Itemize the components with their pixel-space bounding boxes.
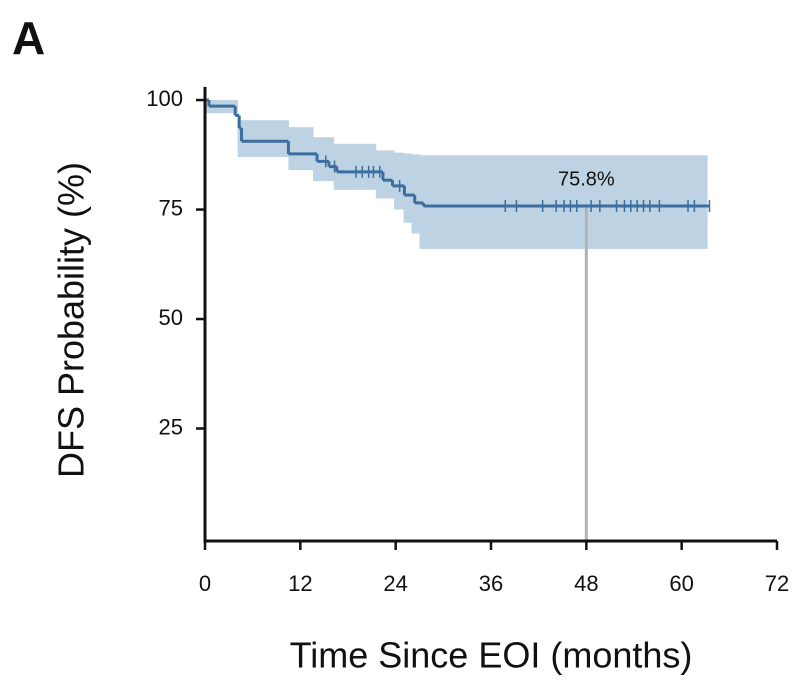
x-axis-title: Time Since EOI (months) [290, 635, 693, 676]
panel-label: A [12, 12, 45, 64]
confidence-band [333, 143, 377, 190]
confidence-band [411, 154, 420, 234]
annotation-label: 75.8% [558, 168, 615, 190]
confidence-band [237, 120, 289, 157]
x-tick-label: 36 [479, 571, 503, 596]
confidence-band [313, 137, 335, 182]
confidence-band [288, 127, 314, 171]
x-tick-label: 24 [383, 571, 407, 596]
x-tick-label: 0 [199, 571, 211, 596]
y-tick-label: 75 [159, 195, 183, 220]
y-tick-label: 25 [159, 414, 183, 439]
y-tick-label: 50 [159, 305, 183, 330]
y-axis-title: DFS Probability (%) [51, 162, 92, 478]
confidence-band [375, 150, 395, 199]
x-tick-label: 48 [574, 571, 598, 596]
x-tick-label: 60 [669, 571, 693, 596]
y-tick-label: 100 [146, 86, 183, 111]
confidence-band [403, 153, 413, 223]
x-tick-label: 12 [288, 571, 312, 596]
x-tick-label: 72 [765, 571, 789, 596]
